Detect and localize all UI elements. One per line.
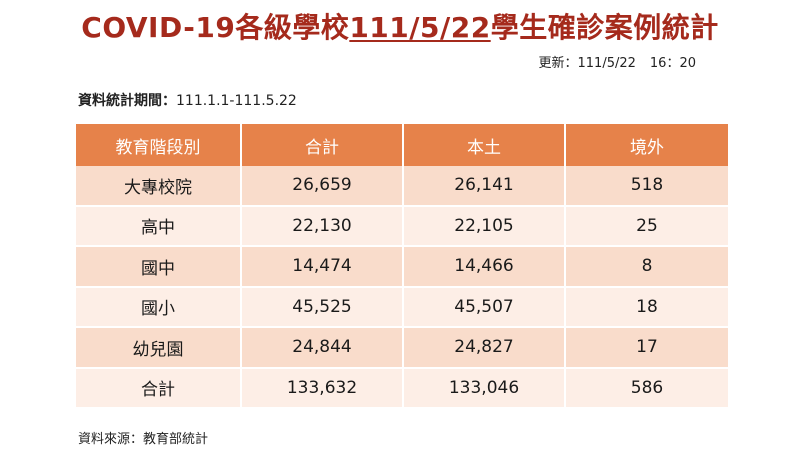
cell-total: 22,130 xyxy=(241,205,404,247)
cell-total: 133,632 xyxy=(241,367,404,409)
table-header-row: 教育階段別 合計 本土 境外 xyxy=(76,124,728,166)
cell-total: 14,474 xyxy=(241,246,404,288)
cell-imported: 518 xyxy=(565,166,728,207)
cell-local: 14,466 xyxy=(403,246,566,288)
data-period: 資料統計期間：111.1.1-111.5.22 xyxy=(78,90,297,110)
stats-table: 教育階段別 合計 本土 境外 大專校院 26,659 26,141 518 高中… xyxy=(76,124,728,409)
header-imported: 境外 xyxy=(565,124,728,166)
cell-stage: 幼兒園 xyxy=(76,327,242,369)
cell-imported: 17 xyxy=(565,327,728,369)
cell-stage: 高中 xyxy=(76,205,242,247)
header-total: 合計 xyxy=(241,124,404,166)
cell-stage: 國中 xyxy=(76,246,242,288)
header-stage: 教育階段別 xyxy=(76,124,242,166)
cell-stage: 合計 xyxy=(76,367,242,409)
title-date: 111/5/22 xyxy=(349,11,491,44)
table-total-row: 合計 133,632 133,046 586 xyxy=(76,367,728,409)
table-row: 國中 14,474 14,466 8 xyxy=(76,246,728,288)
cell-imported: 18 xyxy=(565,286,728,328)
cell-total: 45,525 xyxy=(241,286,404,328)
data-source: 資料來源：教育部統計 xyxy=(78,432,209,447)
cell-imported: 586 xyxy=(565,367,728,409)
table-row: 高中 22,130 22,105 25 xyxy=(76,205,728,247)
cell-total: 26,659 xyxy=(241,166,404,207)
cell-local: 133,046 xyxy=(403,367,566,409)
cell-imported: 25 xyxy=(565,205,728,247)
table-row: 幼兒園 24,844 24,827 17 xyxy=(76,327,728,369)
period-label: 資料統計期間： xyxy=(78,93,176,109)
page-title: COVID-19各級學校111/5/22學生確診案例統計 xyxy=(0,6,800,46)
cell-local: 22,105 xyxy=(403,205,566,247)
cell-local: 24,827 xyxy=(403,327,566,369)
update-timestamp: 更新：111/5/22 16：20 xyxy=(539,52,696,71)
table-row: 大專校院 26,659 26,141 518 xyxy=(76,166,728,207)
period-value: 111.1.1-111.5.22 xyxy=(176,93,297,109)
cell-stage: 國小 xyxy=(76,286,242,328)
table-row: 國小 45,525 45,507 18 xyxy=(76,286,728,328)
cell-imported: 8 xyxy=(565,246,728,288)
cell-stage: 大專校院 xyxy=(76,166,242,207)
title-suffix: 學生確診案例統計 xyxy=(490,11,719,44)
header-local: 本土 xyxy=(403,124,566,166)
updated-date: 更新：111/5/22 xyxy=(538,56,636,71)
cell-local: 45,507 xyxy=(403,286,566,328)
title-prefix: COVID-19各級學校 xyxy=(81,11,350,44)
cell-local: 26,141 xyxy=(403,166,566,207)
updated-time: 16：20 xyxy=(649,56,696,71)
cell-total: 24,844 xyxy=(241,327,404,369)
